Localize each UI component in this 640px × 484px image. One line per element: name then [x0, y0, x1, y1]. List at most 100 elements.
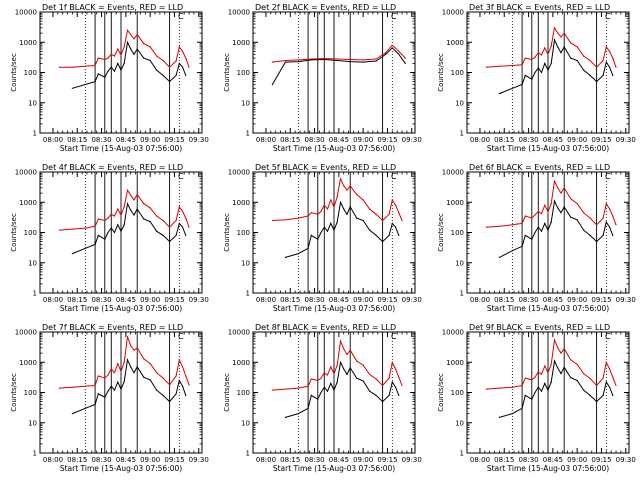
data-point-lld — [524, 57, 526, 59]
data-point-events — [136, 366, 138, 368]
data-point-lld — [560, 36, 562, 38]
data-point-lld — [544, 204, 546, 206]
data-point-events — [524, 74, 526, 76]
x-tick-label: 09:00 — [567, 136, 587, 144]
data-point-lld — [388, 213, 390, 215]
data-point-events — [589, 394, 591, 396]
x-tick-label: 09:30 — [402, 456, 422, 464]
data-point-events — [570, 377, 572, 379]
x-axis-label: Start Time (15-Aug-03 07:56:00) — [487, 304, 609, 313]
data-point-events — [570, 216, 572, 218]
data-point-lld — [385, 52, 387, 54]
y-axis-label: Counts/sec — [10, 213, 18, 252]
data-point-events — [133, 214, 135, 216]
minor-label: C — [391, 172, 397, 181]
data-point-events — [560, 212, 562, 214]
y-axis-label: Counts/sec — [223, 373, 231, 412]
data-point-events — [362, 380, 364, 382]
data-point-lld — [540, 373, 543, 375]
x-tick-label: 08:30 — [518, 456, 538, 464]
data-point-events — [310, 394, 312, 396]
minor-label: C — [391, 12, 397, 21]
data-point-lld — [156, 372, 158, 374]
data-point-events — [333, 229, 335, 231]
data-point-lld — [336, 58, 338, 60]
data-point-events — [185, 394, 187, 396]
data-point-lld — [596, 384, 598, 387]
data-point-lld — [540, 213, 543, 215]
data-point-events — [117, 62, 119, 64]
minor-label: C — [178, 12, 184, 21]
y-axis-label: Counts/sec — [10, 53, 18, 92]
x-tick-label: 08:30 — [91, 296, 111, 304]
data-point-events — [385, 53, 387, 55]
data-point-lld — [169, 226, 171, 228]
data-point-lld — [94, 225, 96, 227]
data-point-lld — [130, 345, 132, 347]
y-tick-label: 10 — [28, 259, 37, 267]
data-point-lld — [401, 384, 403, 387]
data-point-lld — [271, 219, 273, 222]
data-point-lld — [123, 361, 125, 363]
data-point-events — [307, 407, 309, 409]
data-point-lld — [323, 57, 325, 60]
data-point-events — [605, 381, 607, 383]
y-tick-label: 10000 — [442, 329, 464, 337]
data-point-lld — [369, 373, 371, 375]
data-point-events — [120, 69, 122, 71]
data-point-lld — [169, 66, 171, 68]
data-point-events — [605, 61, 607, 63]
data-point-events — [521, 407, 523, 409]
x-tick-label: 08:15 — [67, 456, 87, 464]
y-axis-label: Counts/sec — [437, 53, 445, 92]
data-point-events — [583, 69, 585, 71]
data-point-lld — [570, 42, 572, 44]
data-point-events — [550, 62, 552, 64]
data-point-lld — [143, 358, 145, 360]
data-point-lld — [596, 66, 598, 68]
minor-label: C — [391, 332, 397, 341]
data-point-events — [596, 81, 598, 83]
data-point-events — [547, 229, 549, 231]
data-point-lld — [398, 50, 400, 53]
y-tick-label: 1000 — [232, 359, 250, 367]
data-point-lld — [605, 46, 607, 48]
data-point-lld — [104, 377, 106, 379]
data-point-events — [143, 376, 145, 378]
y-tick-label: 10 — [241, 419, 250, 427]
x-tick-label: 09:30 — [616, 296, 636, 304]
series-line-events — [499, 199, 614, 258]
data-point-lld — [609, 208, 611, 210]
x-tick-label: 08:30 — [304, 296, 324, 304]
data-point-lld — [550, 203, 552, 205]
data-point-lld — [84, 385, 86, 387]
x-tick-label: 08:00 — [470, 136, 490, 144]
data-point-events — [596, 401, 598, 403]
data-point-lld — [130, 33, 132, 36]
data-point-events — [540, 230, 543, 232]
series-line-events — [285, 360, 400, 418]
detector-panel-3: 1 10 100 1000 10000 08:00 08:15 08:30 08:45 09:00… — [437, 3, 636, 153]
data-point-lld — [498, 225, 500, 227]
y-tick-label: 1 — [33, 130, 37, 138]
panel-title: Det 7f BLACK = Events, RED = LLD — [42, 323, 183, 332]
data-point-events — [398, 234, 400, 236]
data-point-lld — [375, 378, 377, 380]
x-tick-label: 08:30 — [304, 136, 324, 144]
data-point-events — [143, 218, 145, 220]
data-point-events — [110, 385, 112, 387]
data-point-events — [113, 389, 116, 391]
data-point-lld — [544, 47, 546, 49]
data-point-lld — [297, 387, 299, 389]
x-tick-label: 08:15 — [280, 456, 300, 464]
data-point-events — [185, 234, 187, 236]
data-point-events — [297, 253, 299, 255]
y-tick-label: 1 — [246, 130, 250, 138]
series-line-events — [72, 40, 187, 89]
data-point-lld — [117, 48, 119, 50]
y-tick-label: 10000 — [228, 9, 250, 17]
data-point-events — [185, 74, 187, 76]
data-point-events — [521, 245, 523, 247]
data-point-events — [563, 366, 565, 368]
data-point-lld — [185, 57, 187, 59]
